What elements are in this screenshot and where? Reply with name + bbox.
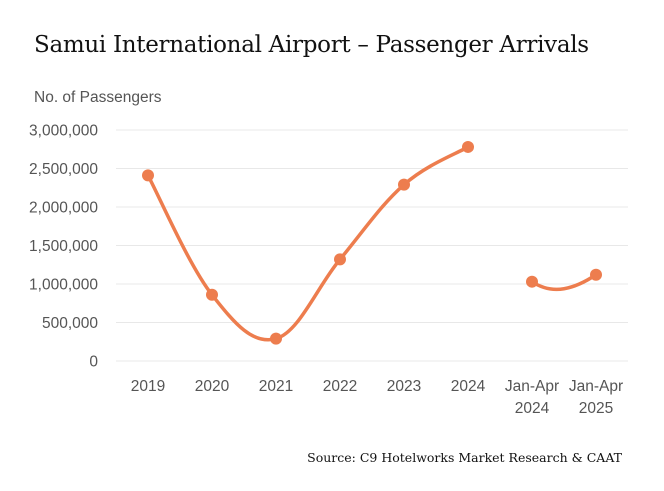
data-point: [142, 169, 154, 182]
x-tick-label: 2019: [131, 378, 165, 395]
series-lines: [146, 145, 598, 342]
data-point: [462, 140, 474, 153]
x-tick-label: 2022: [323, 378, 357, 395]
y-axis-label: No. of Passengers: [34, 89, 162, 106]
data-point: [526, 275, 538, 288]
y-tick-label: 2,500,000: [29, 161, 98, 178]
chart-title: Samui International Airport – Passenger …: [34, 32, 589, 58]
data-point: [270, 332, 282, 345]
series-line: [530, 273, 598, 291]
x-axis-ticks: 2019 2020 2021 2022 2023 2024 Jan-Apr 2024 Jan-A…: [131, 378, 623, 417]
x-tick-label: 2020: [195, 378, 230, 395]
data-point: [398, 178, 410, 191]
y-tick-label: 0: [89, 354, 98, 371]
source-note: Source: C9 Hotelworks Market Research & …: [307, 450, 622, 465]
x-tick-label: Jan-Apr: [569, 378, 623, 395]
x-tick-label: Jan-Apr: [505, 378, 559, 395]
x-tick-label: 2024: [451, 378, 486, 395]
data-point: [334, 253, 346, 266]
y-tick-label: 1,500,000: [29, 238, 98, 255]
series-line: [146, 145, 470, 342]
data-point: [206, 288, 218, 301]
y-tick-label: 1,000,000: [29, 277, 98, 294]
y-axis-ticks: 0 500,000 1,000,000 1,500,000 2,000,000 2,500…: [29, 123, 98, 371]
y-tick-label: 500,000: [42, 315, 98, 332]
y-tick-label: 2,000,000: [29, 200, 98, 217]
x-tick-label: 2024: [515, 400, 550, 417]
gridlines: [116, 129, 628, 362]
x-tick-label: 2023: [387, 378, 421, 395]
y-tick-label: 3,000,000: [29, 123, 98, 140]
x-tick-label: 2021: [259, 378, 293, 395]
data-point: [590, 268, 602, 281]
series-points: [142, 140, 602, 345]
x-tick-label: 2025: [579, 400, 613, 417]
